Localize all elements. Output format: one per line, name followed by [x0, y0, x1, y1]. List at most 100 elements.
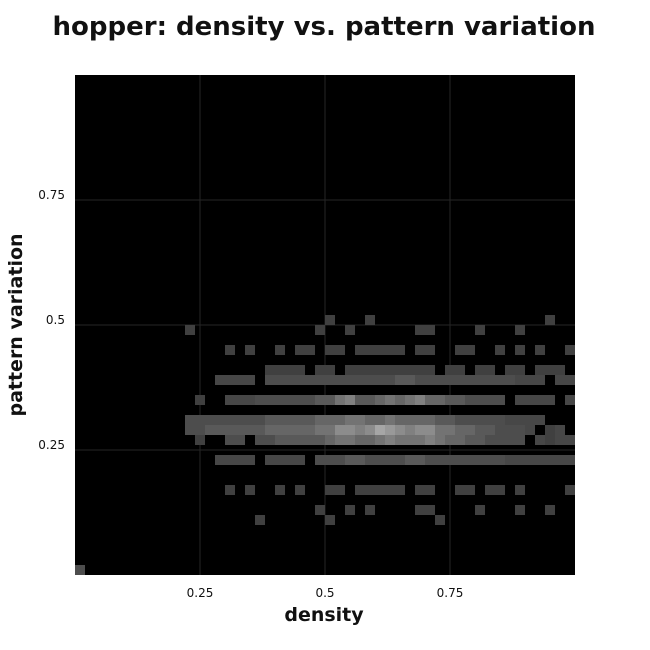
- heatmap-cell: [235, 455, 245, 465]
- heatmap-cell: [475, 415, 485, 425]
- heatmap-cell: [455, 435, 465, 445]
- heatmap-cell: [495, 425, 505, 435]
- heatmap-cell: [295, 345, 305, 355]
- heatmap-cell: [395, 455, 405, 465]
- heatmap-cell: [295, 485, 305, 495]
- heatmap-cell: [235, 395, 245, 405]
- heatmap-cell: [265, 415, 275, 425]
- heatmap-cell: [225, 415, 235, 425]
- heatmap-cell: [375, 365, 385, 375]
- heatmap-cell: [225, 395, 235, 405]
- heatmap-cell: [285, 425, 295, 435]
- heatmap-cell: [515, 365, 525, 375]
- heatmap-cell: [335, 415, 345, 425]
- heatmap-cell: [445, 435, 455, 445]
- heatmap-cell: [285, 435, 295, 445]
- heatmap-cell: [335, 485, 345, 495]
- heatmap-cell: [505, 435, 515, 445]
- heatmap-cell: [255, 415, 265, 425]
- heatmap-cell: [565, 395, 575, 405]
- heatmap-cell: [305, 395, 315, 405]
- heatmap-cell: [425, 505, 435, 515]
- heatmap-cell: [425, 325, 435, 335]
- heatmap-cell: [535, 415, 545, 425]
- heatmap-cell: [215, 455, 225, 465]
- heatmap-cell: [215, 375, 225, 385]
- heatmap-cell: [345, 375, 355, 385]
- heatmap-cell: [195, 425, 205, 435]
- heatmap-cell: [355, 485, 365, 495]
- heatmap-cell: [545, 365, 555, 375]
- heatmap-cell: [525, 455, 535, 465]
- x-tick-label: 0.25: [187, 586, 214, 600]
- heatmap-cell: [315, 435, 325, 445]
- heatmap-cell: [295, 455, 305, 465]
- heatmap-cell: [355, 395, 365, 405]
- heatmap-cell: [415, 325, 425, 335]
- heatmap-cell: [315, 455, 325, 465]
- heatmap-cell: [375, 435, 385, 445]
- heatmap-cell: [265, 425, 275, 435]
- heatmap-cell: [455, 365, 465, 375]
- heatmap-cell: [405, 415, 415, 425]
- heatmap-cell: [325, 515, 335, 525]
- heatmap-cell: [335, 435, 345, 445]
- heatmap-cell: [335, 395, 345, 405]
- y-tick-label: 0.25: [38, 438, 65, 452]
- heatmap-cell: [255, 515, 265, 525]
- heatmap-cell: [295, 435, 305, 445]
- heatmap-cell: [325, 375, 335, 385]
- heatmap-cell: [295, 365, 305, 375]
- heatmap-cell: [245, 375, 255, 385]
- heatmap-cell: [515, 455, 525, 465]
- heatmap-cell: [395, 345, 405, 355]
- heatmap-cell: [265, 395, 275, 405]
- heatmap-cell: [425, 365, 435, 375]
- heatmap-cell: [495, 345, 505, 355]
- heatmap-cell: [435, 395, 445, 405]
- heatmap-cell: [195, 395, 205, 405]
- heatmap-cell: [445, 365, 455, 375]
- heatmap-cell: [495, 415, 505, 425]
- y-axis-label: pattern variation: [5, 233, 27, 416]
- heatmap-cell: [395, 485, 405, 495]
- heatmap-cell: [255, 425, 265, 435]
- heatmap-cell: [315, 415, 325, 425]
- heatmap-cell: [365, 375, 375, 385]
- heatmap-cell: [505, 375, 515, 385]
- heatmap-cell: [315, 375, 325, 385]
- heatmap-cell: [385, 345, 395, 355]
- heatmap-cell: [455, 485, 465, 495]
- heatmap-cell: [415, 365, 425, 375]
- heatmap-cell: [335, 455, 345, 465]
- heatmap-cell: [365, 485, 375, 495]
- heatmap-cell: [385, 415, 395, 425]
- heatmap-cell: [445, 375, 455, 385]
- heatmap-cell: [455, 415, 465, 425]
- heatmap-cell: [295, 425, 305, 435]
- heatmap-cell: [385, 375, 395, 385]
- heatmap-cell: [325, 485, 335, 495]
- heatmap-cell: [435, 435, 445, 445]
- heatmap-cell: [535, 455, 545, 465]
- heatmap-cell: [545, 505, 555, 515]
- heatmap-cell: [445, 455, 455, 465]
- heatmap-cell: [195, 435, 205, 445]
- heatmap-cell: [425, 435, 435, 445]
- heatmap-cell: [485, 375, 495, 385]
- heatmap-cell: [315, 395, 325, 405]
- heatmap-cell: [375, 485, 385, 495]
- heatmap-cell: [325, 365, 335, 375]
- heatmap-cell: [525, 395, 535, 405]
- heatmap-cell: [385, 365, 395, 375]
- heatmap-cell: [315, 325, 325, 335]
- heatmap-cell: [535, 435, 545, 445]
- x-tick-label: 0.5: [315, 586, 334, 600]
- heatmap-cell: [305, 345, 315, 355]
- heatmap-cell: [505, 455, 515, 465]
- heatmap-cell: [325, 435, 335, 445]
- heatmap-cell: [435, 375, 445, 385]
- heatmap-cell: [415, 415, 425, 425]
- heatmap-cell: [225, 345, 235, 355]
- heatmap-cell: [235, 435, 245, 445]
